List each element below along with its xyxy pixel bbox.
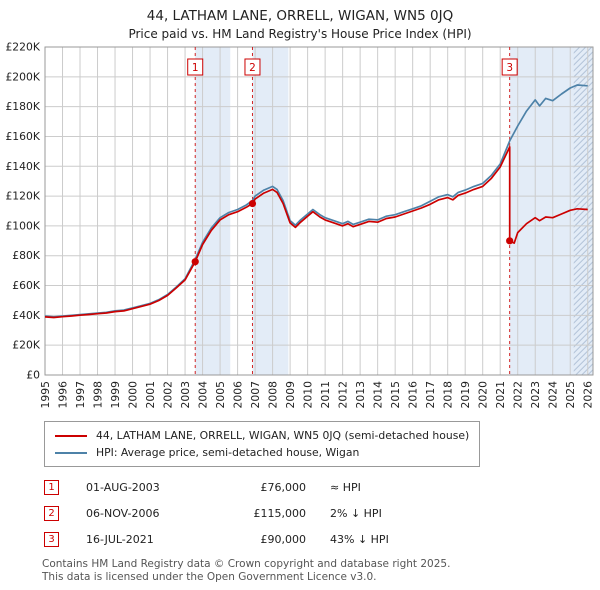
svg-text:2026: 2026 [582,381,595,409]
svg-text:2015: 2015 [389,381,402,408]
svg-text:2018: 2018 [442,381,455,409]
chart-title: 44, LATHAM LANE, ORRELL, WIGAN, WN5 0JQ [146,8,454,24]
svg-text:2021: 2021 [494,381,507,408]
sale-number-badge: 3 [44,532,59,547]
sale-vs-hpi: ≈ HPI [330,481,361,494]
sale-price: £115,000 [253,507,307,520]
svg-text:2024: 2024 [547,381,560,409]
svg-text:£200K: £200K [5,70,40,83]
svg-text:£220K: £220K [5,41,40,54]
svg-text:£60K: £60K [12,279,41,292]
sale-price: £90,000 [260,533,307,546]
chart-subtitle: Price paid vs. HM Land Registry's House … [128,27,472,41]
sale-date: 16-JUL-2021 [86,533,154,546]
svg-text:1996: 1996 [57,381,70,409]
svg-text:2019: 2019 [459,381,472,409]
svg-text:3: 3 [506,62,513,74]
svg-text:2022: 2022 [512,381,525,408]
sale-vs-hpi: 2% ↓ HPI [330,507,382,520]
svg-text:1997: 1997 [74,381,87,408]
svg-text:£0: £0 [26,369,40,382]
property-line-swatch [55,434,87,437]
sale-number-badge: 2 [44,506,59,521]
svg-text:2012: 2012 [337,381,350,408]
svg-text:£180K: £180K [5,100,40,113]
svg-text:£40K: £40K [12,309,41,322]
sale-price: £76,000 [260,481,307,494]
table-row: 1 01-AUG-2003 £76,000 ≈ HPI [44,480,600,495]
svg-text:1995: 1995 [39,381,52,408]
svg-text:2008: 2008 [267,381,280,409]
svg-text:2002: 2002 [162,381,175,408]
svg-text:2009: 2009 [284,381,297,409]
sale-vs-hpi: 43% ↓ HPI [330,533,389,546]
price-history-chart: 1 2 3 £0 £20K £40K £60K £80K £100K £120K £140K £160… [5,41,595,409]
svg-text:2023: 2023 [529,381,542,408]
footer-line2: This data is licensed under the Open Gov… [42,571,377,583]
svg-text:2004: 2004 [197,381,210,409]
svg-text:£100K: £100K [5,219,40,232]
svg-text:2000: 2000 [127,381,140,409]
svg-text:1999: 1999 [109,381,122,409]
svg-text:2007: 2007 [249,381,262,408]
legend-label-property: 44, LATHAM LANE, ORRELL, WIGAN, WN5 0JQ … [96,429,470,442]
svg-text:2013: 2013 [354,381,367,408]
legend-label-hpi: HPI: Average price, semi-detached house,… [96,446,360,459]
svg-text:£140K: £140K [5,160,40,173]
table-row: 2 06-NOV-2006 £115,000 2% ↓ HPI [44,506,600,521]
svg-text:2010: 2010 [302,381,315,409]
svg-text:£20K: £20K [12,339,41,352]
svg-text:2017: 2017 [424,381,437,408]
license-footer: Contains HM Land Registry data © Crown c… [42,558,600,584]
legend-item-property: 44, LATHAM LANE, ORRELL, WIGAN, WN5 0JQ … [55,427,469,444]
transactions-table: 1 01-AUG-2003 £76,000 ≈ HPI 2 06-NOV-200… [44,480,600,547]
svg-text:1: 1 [192,62,199,74]
legend: 44, LATHAM LANE, ORRELL, WIGAN, WN5 0JQ … [44,421,481,467]
svg-text:2014: 2014 [372,381,385,409]
svg-text:2006: 2006 [232,381,245,409]
svg-text:£120K: £120K [5,190,40,203]
svg-text:2: 2 [249,62,256,74]
hpi-line-swatch [55,451,87,454]
sale-date: 06-NOV-2006 [86,507,160,520]
svg-text:2003: 2003 [179,381,192,408]
footer-line1: Contains HM Land Registry data © Crown c… [42,558,451,570]
sale-number-badge: 1 [44,480,59,495]
svg-text:2025: 2025 [564,381,577,408]
sale-date: 01-AUG-2003 [86,481,160,494]
table-row: 3 16-JUL-2021 £90,000 43% ↓ HPI [44,532,600,547]
svg-text:2011: 2011 [319,381,332,408]
legend-item-hpi: HPI: Average price, semi-detached house,… [55,444,469,461]
svg-text:2001: 2001 [144,381,157,408]
svg-text:2020: 2020 [477,381,490,409]
svg-text:1998: 1998 [92,381,105,409]
svg-text:2005: 2005 [214,381,227,408]
svg-text:£160K: £160K [5,130,40,143]
svg-text:£80K: £80K [12,249,41,262]
svg-text:2016: 2016 [407,381,420,409]
